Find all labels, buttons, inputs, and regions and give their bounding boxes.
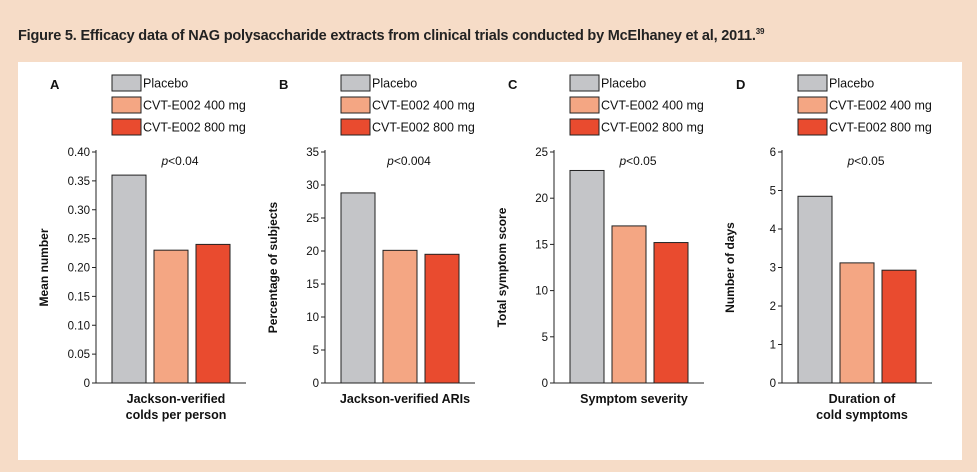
panel-c-legend-swatch-3 xyxy=(569,118,600,136)
panel-b-legend-label-1: Placebo xyxy=(372,77,417,91)
panel-b-y-axis-label: Percentage of subjects xyxy=(266,201,280,333)
panel-a-legend-label-3: CVT-E002 800 mg xyxy=(143,121,246,135)
panel-b-bar-2 xyxy=(382,249,418,384)
panel-a-y-axis-label: Mean number xyxy=(37,228,51,306)
panel-c-x-axis-label: Symptom severity xyxy=(580,392,688,406)
panel-d-tick-label: 0 xyxy=(770,378,776,390)
panel-a-legend-swatch-2 xyxy=(111,96,142,114)
panel-c-tick-label: 25 xyxy=(535,147,548,159)
panel-a-tick-label: 0.15 xyxy=(68,291,90,303)
panel-d-bar-3 xyxy=(881,269,917,384)
panel-d-tick-label: 5 xyxy=(770,186,776,198)
panel-b-letter: B xyxy=(279,77,288,92)
panel-d-legend-label-1: Placebo xyxy=(829,77,874,91)
panel-d-legend-swatch-1 xyxy=(797,74,828,92)
panel-a-bar-1 xyxy=(111,174,147,384)
panel-c-bar-1 xyxy=(569,169,605,384)
panel-b-legend-label-2: CVT-E002 400 mg xyxy=(372,99,475,113)
panel-c-legend-swatch-1 xyxy=(569,74,600,92)
panel-d-letter: D xyxy=(736,77,745,92)
panel-c-tick-label: 0 xyxy=(542,378,548,390)
panel-b-legend-swatch-3 xyxy=(340,118,371,136)
panel-d-tick-label: 4 xyxy=(770,224,777,236)
panel-b-tick-label: 25 xyxy=(306,213,319,225)
panel-a-tick-label: 0.05 xyxy=(68,349,90,361)
panel-d-y-axis-label: Number of days xyxy=(723,222,737,313)
panel-a-legend-swatch-3 xyxy=(111,118,142,136)
panel-c-legend-label-3: CVT-E002 800 mg xyxy=(601,121,704,135)
panel-a-letter: A xyxy=(50,77,60,92)
panel-d-tick-label: 3 xyxy=(770,263,776,275)
panel-c-tick-label: 10 xyxy=(535,286,548,298)
panel-a-tick-label: 0.10 xyxy=(68,320,90,332)
panel-d-tick-label: 6 xyxy=(770,147,776,159)
panel-c-bar-3 xyxy=(653,242,689,384)
panel-a-tick-label: 0.35 xyxy=(68,176,90,188)
panel-c-annotation: p<0.05 xyxy=(618,154,656,168)
panel-a-tick-label: 0.30 xyxy=(68,205,90,217)
panel-b-x-axis-label: Jackson-verified ARIs xyxy=(340,392,470,406)
panel-b-legend-swatch-1 xyxy=(340,74,371,92)
panel-a-x-axis-label: colds per person xyxy=(126,408,227,422)
panel-d-legend-label-2: CVT-E002 400 mg xyxy=(829,99,932,113)
panel-d-bar-1 xyxy=(797,195,833,384)
panel-b-tick-label: 10 xyxy=(306,312,319,324)
panel-a-legend-label-1: Placebo xyxy=(143,77,188,91)
panel-d-annotation: p<0.05 xyxy=(846,154,884,168)
panel-b-tick-label: 0 xyxy=(313,378,319,390)
panel-c-tick-label: 5 xyxy=(542,332,548,344)
panel-d-x-axis-label: Duration of xyxy=(829,392,896,406)
panel-b-tick-label: 30 xyxy=(306,180,319,192)
panel-c-bar-2 xyxy=(611,225,647,384)
panel-b-tick-label: 5 xyxy=(313,345,319,357)
panel-d-x-axis-label: cold symptoms xyxy=(816,408,908,422)
panel-d-legend-swatch-3 xyxy=(797,118,828,136)
panel-d-legend-swatch-2 xyxy=(797,96,828,114)
panel-c-legend-label-1: Placebo xyxy=(601,77,646,91)
panel-b-bar-1 xyxy=(340,192,376,384)
panel-b-annotation: p<0.004 xyxy=(386,154,431,168)
panel-c-legend-swatch-2 xyxy=(569,96,600,114)
panel-a-x-axis-label: Jackson-verified xyxy=(127,392,226,406)
panel-b-tick-label: 35 xyxy=(306,147,319,159)
panel-a-legend-label-2: CVT-E002 400 mg xyxy=(143,99,246,113)
panel-c-letter: C xyxy=(508,77,518,92)
panel-b-legend-label-3: CVT-E002 800 mg xyxy=(372,121,475,135)
panel-b-bar-3 xyxy=(424,253,460,384)
figure-title: Figure 5. Efficacy data of NAG polysacch… xyxy=(18,27,764,44)
panel-d-tick-label: 1 xyxy=(770,340,776,352)
panel-a-bar-3 xyxy=(195,243,231,384)
panel-a-tick-label: 0 xyxy=(84,378,90,390)
panel-a-annotation: p<0.04 xyxy=(160,154,198,168)
panel-c-tick-label: 15 xyxy=(535,239,548,251)
panel-d-legend-label-3: CVT-E002 800 mg xyxy=(829,121,932,135)
panel-a-tick-label: 0.40 xyxy=(68,147,90,159)
panel-c-legend-label-2: CVT-E002 400 mg xyxy=(601,99,704,113)
figure-title-ref: 39 xyxy=(755,27,765,36)
panel-a-bar-2 xyxy=(153,249,189,384)
panel-d-tick-label: 2 xyxy=(770,301,776,313)
panel-b-tick-label: 20 xyxy=(306,246,319,258)
panel-a-legend-swatch-1 xyxy=(111,74,142,92)
figure-title-text: Figure 5. Efficacy data of NAG polysacch… xyxy=(18,27,756,44)
panel-c-y-axis-label: Total symptom score xyxy=(495,207,509,327)
panel-b-legend-swatch-2 xyxy=(340,96,371,114)
panel-b-tick-label: 15 xyxy=(306,279,319,291)
panel-a-tick-label: 0.20 xyxy=(68,263,90,275)
panel-a-tick-label: 0.25 xyxy=(68,234,90,246)
panel-d-bar-2 xyxy=(839,262,875,384)
panel-c-tick-label: 20 xyxy=(535,193,548,205)
